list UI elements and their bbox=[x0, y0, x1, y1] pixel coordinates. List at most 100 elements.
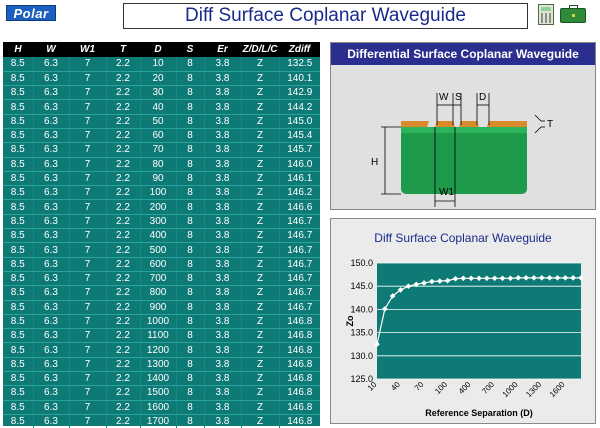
table-row[interactable]: 8.5 6.3 7 2.2 1000 8 3.8 Z 146.8 bbox=[3, 314, 320, 330]
table-cell: 2.2 bbox=[106, 400, 141, 415]
table-cell: 3.8 bbox=[204, 199, 242, 215]
table-cell: 6.3 bbox=[33, 400, 70, 415]
table-cell: 3.8 bbox=[204, 228, 242, 244]
table-row[interactable]: 8.5 6.3 7 2.2 40 8 3.8 Z 144.2 bbox=[3, 99, 320, 115]
table-cell: 8 bbox=[176, 71, 205, 87]
signal-trace-2 bbox=[459, 121, 479, 127]
table-row[interactable]: 8.5 6.3 7 2.2 300 8 3.8 Z 146.7 bbox=[3, 214, 320, 230]
table-row[interactable]: 8.5 6.3 7 2.2 20 8 3.8 Z 140.1 bbox=[3, 71, 320, 87]
table-cell: 6.3 bbox=[33, 128, 70, 144]
table-cell: 3.8 bbox=[204, 185, 242, 201]
table-cell: 146.8 bbox=[279, 342, 320, 358]
table-cell: 90 bbox=[140, 171, 177, 187]
table-cell: Z bbox=[241, 171, 280, 187]
table-cell: 146.7 bbox=[279, 285, 320, 301]
data-point bbox=[538, 275, 545, 281]
dim-label-d: D bbox=[479, 92, 486, 103]
table-row[interactable]: 8.5 6.3 7 2.2 50 8 3.8 Z 145.0 bbox=[3, 114, 320, 129]
table-cell: 6.3 bbox=[33, 257, 70, 272]
table-row[interactable]: 8.5 6.3 7 2.2 1100 8 3.8 Z 146.8 bbox=[3, 328, 320, 344]
table-cell: 7 bbox=[69, 414, 107, 428]
table-row[interactable]: 8.5 6.3 7 2.2 1400 8 3.8 Z 146.8 bbox=[3, 371, 320, 387]
table-row[interactable]: 8.5 6.3 7 2.2 1300 8 3.8 Z 146.8 bbox=[3, 357, 320, 373]
table-cell: 6.3 bbox=[33, 271, 70, 287]
table-cell: Z bbox=[241, 128, 280, 144]
table-cell: 2.2 bbox=[106, 142, 141, 158]
table-cell: 6.3 bbox=[33, 185, 70, 201]
table-row[interactable]: 8.5 6.3 7 2.2 800 8 3.8 Z 146.7 bbox=[3, 285, 320, 301]
column-header: W1 bbox=[69, 42, 106, 57]
table-cell: 6.3 bbox=[33, 385, 70, 401]
table-cell: 8.5 bbox=[3, 85, 34, 101]
table-cell: Z bbox=[241, 114, 280, 129]
table-row[interactable]: 8.5 6.3 7 2.2 400 8 3.8 Z 146.7 bbox=[3, 228, 320, 244]
table-cell: 7 bbox=[69, 99, 107, 115]
data-point bbox=[429, 278, 435, 285]
data-point bbox=[491, 275, 498, 282]
table-cell: 7 bbox=[69, 57, 107, 72]
table-row[interactable]: 8.5 6.3 7 2.2 90 8 3.8 Z 146.1 bbox=[3, 171, 320, 187]
column-header: Er bbox=[204, 42, 241, 57]
table-cell: 80 bbox=[140, 157, 177, 172]
column-header: S bbox=[176, 42, 204, 57]
table-cell: 8.5 bbox=[3, 328, 34, 344]
table-cell: Z bbox=[241, 314, 280, 330]
data-point bbox=[374, 341, 380, 348]
table-cell: 3.8 bbox=[204, 214, 242, 230]
column-header: W bbox=[33, 42, 69, 57]
calculator-icon[interactable] bbox=[538, 4, 554, 25]
table-cell: 8 bbox=[176, 157, 205, 172]
table-row[interactable]: 8.5 6.3 7 2.2 1700 8 3.8 Z 146.8 bbox=[3, 414, 320, 428]
table-cell: 3.8 bbox=[204, 57, 242, 72]
column-header: D bbox=[140, 42, 176, 57]
briefcase-icon[interactable] bbox=[560, 5, 586, 23]
table-cell: 146.7 bbox=[279, 271, 320, 287]
x-tick-label: 70 bbox=[413, 380, 426, 393]
table-row[interactable]: 8.5 6.3 7 2.2 1600 8 3.8 Z 146.8 bbox=[3, 400, 320, 415]
table-cell: Z bbox=[241, 99, 280, 115]
table-cell: 7 bbox=[69, 271, 107, 287]
x-tick-label: 400 bbox=[457, 380, 473, 396]
table-row[interactable]: 8.5 6.3 7 2.2 10 8 3.8 Z 132.5 bbox=[3, 57, 320, 72]
table-row[interactable]: 8.5 6.3 7 2.2 100 8 3.8 Z 146.2 bbox=[3, 185, 320, 201]
table-cell: Z bbox=[241, 214, 280, 230]
table-row[interactable]: 8.5 6.3 7 2.2 900 8 3.8 Z 146.7 bbox=[3, 300, 320, 315]
table-cell: 7 bbox=[69, 342, 107, 358]
table-cell: 3.8 bbox=[204, 71, 242, 87]
table-cell: 3.8 bbox=[204, 400, 242, 415]
table-cell: 144.2 bbox=[279, 99, 320, 115]
table-cell: 8.5 bbox=[3, 242, 34, 258]
table-header-row: H W W1 T D S Er Z/D/L/C Zdiff bbox=[3, 42, 320, 57]
table-cell: 8 bbox=[176, 385, 205, 401]
table-cell: 3.8 bbox=[204, 99, 242, 115]
table-row[interactable]: 8.5 6.3 7 2.2 700 8 3.8 Z 146.7 bbox=[3, 271, 320, 287]
x-tick-label: 1000 bbox=[501, 380, 520, 399]
table-cell: 8 bbox=[176, 228, 205, 244]
left-ground-trace bbox=[401, 121, 429, 127]
table-cell: 7 bbox=[69, 128, 107, 144]
table-cell: 8 bbox=[176, 285, 205, 301]
table-cell: 6.3 bbox=[33, 314, 70, 330]
table-row[interactable]: 8.5 6.3 7 2.2 80 8 3.8 Z 146.0 bbox=[3, 157, 320, 172]
table-cell: 2.2 bbox=[106, 257, 141, 272]
dielectric-top bbox=[401, 127, 527, 133]
table-row[interactable]: 8.5 6.3 7 2.2 1200 8 3.8 Z 146.8 bbox=[3, 342, 320, 358]
table-cell: 8.5 bbox=[3, 271, 34, 287]
table-row[interactable]: 8.5 6.3 7 2.2 200 8 3.8 Z 146.6 bbox=[3, 199, 320, 215]
table-row[interactable]: 8.5 6.3 7 2.2 30 8 3.8 Z 142.9 bbox=[3, 85, 320, 101]
x-tick-label: 1600 bbox=[548, 380, 567, 399]
table-row[interactable]: 8.5 6.3 7 2.2 70 8 3.8 Z 145.7 bbox=[3, 142, 320, 158]
table-cell: 140.1 bbox=[279, 71, 320, 87]
table-cell: Z bbox=[241, 71, 280, 87]
table-row[interactable]: 8.5 6.3 7 2.2 1500 8 3.8 Z 146.8 bbox=[3, 385, 320, 401]
dim-label-w1: W1 bbox=[439, 187, 454, 198]
table-cell: 8.5 bbox=[3, 114, 34, 129]
table-cell: 500 bbox=[140, 242, 177, 258]
table-row[interactable]: 8.5 6.3 7 2.2 60 8 3.8 Z 145.4 bbox=[3, 128, 320, 144]
table-cell: 142.9 bbox=[279, 85, 320, 101]
table-row[interactable]: 8.5 6.3 7 2.2 500 8 3.8 Z 146.7 bbox=[3, 242, 320, 258]
table-cell: 2.2 bbox=[106, 128, 141, 144]
table-cell: 8.5 bbox=[3, 128, 34, 144]
table-cell: 145.0 bbox=[279, 114, 320, 129]
table-row[interactable]: 8.5 6.3 7 2.2 600 8 3.8 Z 146.7 bbox=[3, 257, 320, 272]
